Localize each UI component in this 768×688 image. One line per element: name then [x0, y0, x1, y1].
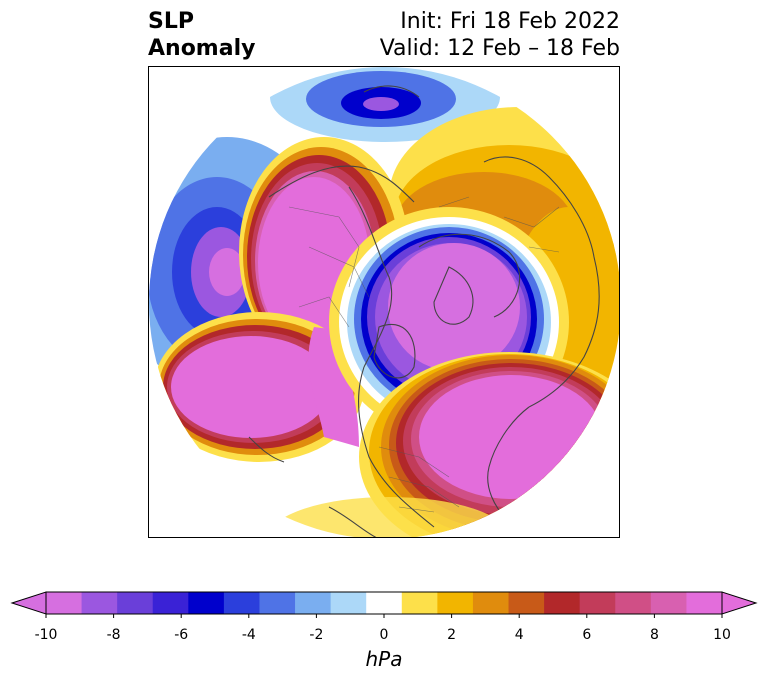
- colorbar-bin: [259, 592, 296, 614]
- colorbar-bin: [223, 592, 261, 614]
- colorbar-bin: [330, 592, 367, 614]
- colorbar-bin: [81, 592, 118, 614]
- colorbar-tick-label: 0: [380, 627, 389, 643]
- political-borders: [288, 196, 560, 513]
- colorbar-tick-label: 2: [447, 627, 456, 643]
- colorbar-bin: [366, 592, 403, 614]
- anomaly-field: [149, 67, 619, 537]
- colorbar-bin: [686, 592, 723, 614]
- colorbar-graphic: -10 -8 -6 -4 -2 0 2 4 6 8 10 hPa: [10, 591, 758, 671]
- valid-range: Valid: 12 Feb – 18 Feb: [379, 36, 620, 61]
- colorbar-bin: [544, 592, 581, 614]
- colorbar-bin: [579, 592, 616, 614]
- colorbar-tick-label: -4: [242, 627, 256, 643]
- colorbar-bin: [188, 592, 225, 614]
- colorbar-bin: [401, 592, 438, 614]
- colorbar-tick-label: -6: [174, 627, 188, 643]
- colorbar-tick-label: 6: [582, 627, 591, 643]
- colorbar-bin: [472, 592, 510, 614]
- colorbar-tick-label: -8: [107, 627, 121, 643]
- colorbar-bin: [152, 592, 189, 614]
- colorbar-bin: [615, 592, 652, 614]
- colorbar-bin: [650, 592, 688, 614]
- map-title: SLP Anomaly: [148, 8, 255, 62]
- map-dates: Init: Fri 18 Feb 2022 Valid: 12 Feb – 18…: [380, 8, 620, 62]
- colorbar-tick-label: 10: [713, 627, 731, 643]
- coastlines: [248, 85, 600, 537]
- title-line-anomaly: Anomaly: [148, 36, 256, 61]
- units-label: hPa: [366, 647, 403, 671]
- colorbar-bin: [295, 592, 332, 614]
- colorbar-max-arrow: [721, 591, 758, 615]
- colorbar-bin: [117, 592, 154, 614]
- colorbar-bin: [508, 592, 545, 614]
- southern-margin: [269, 497, 509, 537]
- title-line-slp: SLP: [148, 9, 194, 34]
- colorbar-min-arrow: [10, 591, 47, 615]
- colorbar-tick-label: 4: [515, 627, 524, 643]
- pacific-high: [154, 312, 364, 462]
- colorbar-bin: [437, 592, 474, 614]
- colorbar: -10 -8 -6 -4 -2 0 2 4 6 8 10 hPa: [0, 588, 768, 684]
- polar-map: [148, 66, 620, 538]
- colorbar-bin: [46, 592, 83, 614]
- init-date: Init: Fri 18 Feb 2022: [400, 9, 620, 34]
- european-low: [270, 67, 500, 142]
- colorbar-tick-label: 8: [650, 627, 659, 643]
- colorbar-tick-label: -2: [309, 627, 323, 643]
- colorbar-tick-label: -10: [35, 627, 58, 643]
